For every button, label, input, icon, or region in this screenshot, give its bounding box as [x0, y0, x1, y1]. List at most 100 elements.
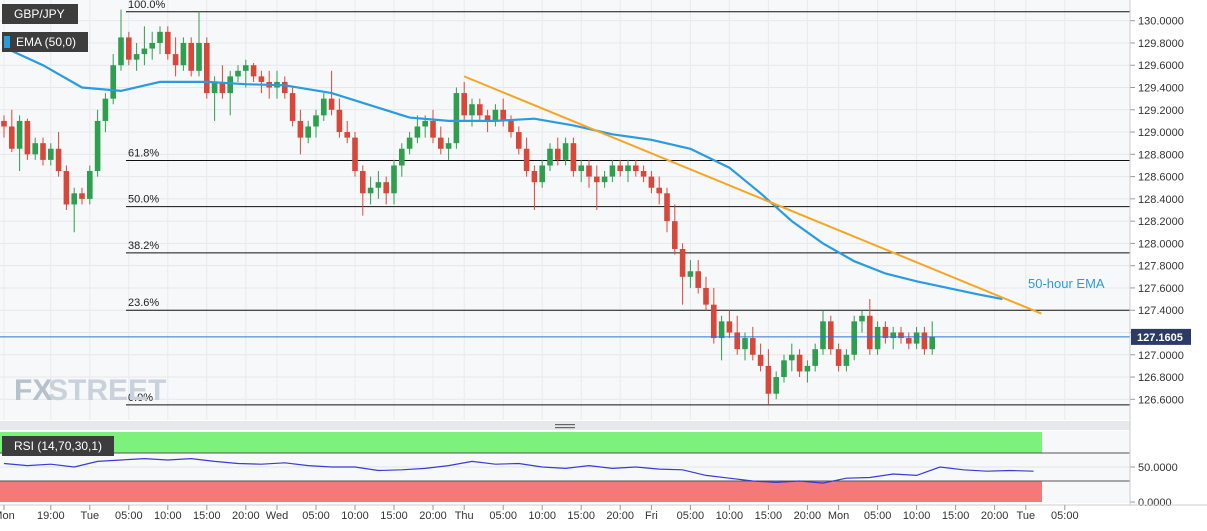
candle-body: [882, 326, 889, 339]
candle-body: [328, 98, 335, 110]
candle-body: [718, 321, 725, 339]
fib-label: 0.0%: [128, 392, 153, 404]
x-tick-label: 20:00: [606, 510, 634, 522]
candle-body: [804, 365, 811, 372]
candle-body: [399, 148, 405, 166]
y-tick-label: 127.0000: [1138, 350, 1184, 362]
candle-body: [172, 54, 179, 66]
candle-body: [578, 165, 584, 172]
candle-body: [867, 315, 873, 350]
candle-body: [157, 31, 163, 43]
x-tick-label: 10:00: [341, 510, 369, 522]
candle-body: [929, 336, 935, 350]
candle-body: [367, 187, 374, 194]
candle-body: [820, 321, 826, 350]
last-price-value: 127.1605: [1137, 332, 1183, 344]
candle-body: [55, 148, 62, 172]
candle-body: [469, 104, 475, 116]
y-tick-label: 129.2000: [1138, 105, 1184, 117]
candle-body: [63, 171, 70, 205]
candle-body: [492, 109, 499, 121]
x-tick-label: 05:00: [489, 510, 517, 522]
symbol-badge[interactable]: GBP/JPY: [2, 4, 78, 24]
candle-body: [71, 193, 77, 205]
x-tick-label: 15:00: [567, 510, 595, 522]
x-tick-label: 15:00: [755, 510, 783, 522]
candle-body: [204, 42, 210, 94]
candle-body: [165, 31, 171, 55]
candle-body: [297, 120, 304, 138]
candle-body: [555, 148, 561, 160]
candle-body: [336, 109, 343, 133]
candle-body: [9, 126, 15, 149]
candle-body: [321, 98, 327, 116]
x-tick-label: 05:00: [677, 510, 705, 522]
candle-body: [500, 109, 506, 121]
x-tick-label: 05:00: [302, 510, 330, 522]
panel-splitter[interactable]: [0, 421, 1130, 430]
symbol-label: GBP/JPY: [14, 7, 65, 21]
candle-body: [664, 193, 670, 222]
candle-body: [789, 354, 795, 361]
candle-body: [344, 132, 350, 138]
candle-body: [149, 42, 155, 49]
y-tick-label: 127.6000: [1138, 283, 1184, 295]
x-tick-label: 10:00: [528, 510, 556, 522]
ema-line: [3, 46, 1003, 301]
candles: [1, 9, 935, 405]
candle-body: [703, 287, 709, 305]
candle-body: [656, 187, 662, 194]
y-tick-label: 126.6000: [1138, 394, 1184, 406]
candle-body: [258, 76, 265, 82]
candle-body: [118, 37, 124, 66]
x-tick-label: Tue: [1017, 510, 1036, 522]
candle-body: [765, 365, 772, 394]
fib-label: 38.2%: [128, 240, 159, 252]
y-tick-label: 127.4000: [1138, 305, 1184, 317]
x-tick-label: Mon: [0, 510, 15, 522]
candle-body: [219, 81, 226, 94]
candle-body: [633, 165, 639, 172]
candle-body: [16, 120, 23, 149]
candle-body: [828, 321, 834, 350]
y-tick-label: 128.4000: [1138, 194, 1184, 206]
y-tick-label: 128.2000: [1138, 216, 1184, 228]
candle-body: [711, 304, 717, 339]
candle-body: [1, 120, 7, 127]
indicator-badge[interactable]: EMA (50,0): [2, 32, 88, 52]
candle-body: [87, 171, 93, 199]
candle-body: [227, 76, 233, 94]
candle-body: [906, 338, 912, 344]
candle-body: [812, 349, 818, 366]
candle-body: [617, 165, 623, 172]
candle-body: [539, 165, 545, 183]
candle-body: [48, 148, 54, 160]
x-tick-label: 20:00: [232, 510, 260, 522]
candle-body: [477, 104, 483, 116]
candle-body: [250, 65, 257, 77]
candle-body: [375, 182, 382, 188]
candle-body: [313, 115, 319, 127]
candle-body: [531, 171, 538, 183]
candle-body: [180, 42, 187, 66]
candle-body: [648, 176, 655, 188]
candle-body: [414, 126, 421, 138]
candle-body: [110, 65, 116, 99]
candle-body: [874, 326, 881, 350]
candle-body: [796, 354, 803, 372]
x-tick-label: 05:00: [115, 510, 143, 522]
candle-body: [445, 143, 452, 149]
rsi-badge[interactable]: RSI (14,70,30,1): [2, 436, 114, 456]
candle-body: [211, 81, 218, 94]
rsi-axis: 50.0000 0.0000: [1130, 462, 1178, 509]
candle-body: [133, 54, 140, 60]
x-tick-label: 05:00: [1051, 510, 1079, 522]
candle-body: [523, 148, 530, 172]
candle-body: [640, 171, 647, 177]
x-tick-label: 10:00: [903, 510, 931, 522]
price-panel: [0, 0, 1130, 420]
x-tick-label: Mon: [828, 510, 849, 522]
ema-annotation: 50-hour EMA: [1028, 276, 1105, 291]
candle-body: [40, 143, 46, 160]
y-tick-label: 128.8000: [1138, 149, 1184, 161]
